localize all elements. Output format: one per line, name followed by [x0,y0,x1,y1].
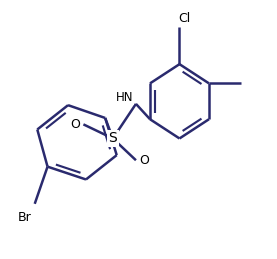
Text: O: O [70,118,80,131]
Text: S: S [109,132,117,146]
Text: Br: Br [18,211,31,224]
Text: HN: HN [116,91,133,104]
Text: O: O [139,154,149,167]
Text: Cl: Cl [178,12,191,25]
